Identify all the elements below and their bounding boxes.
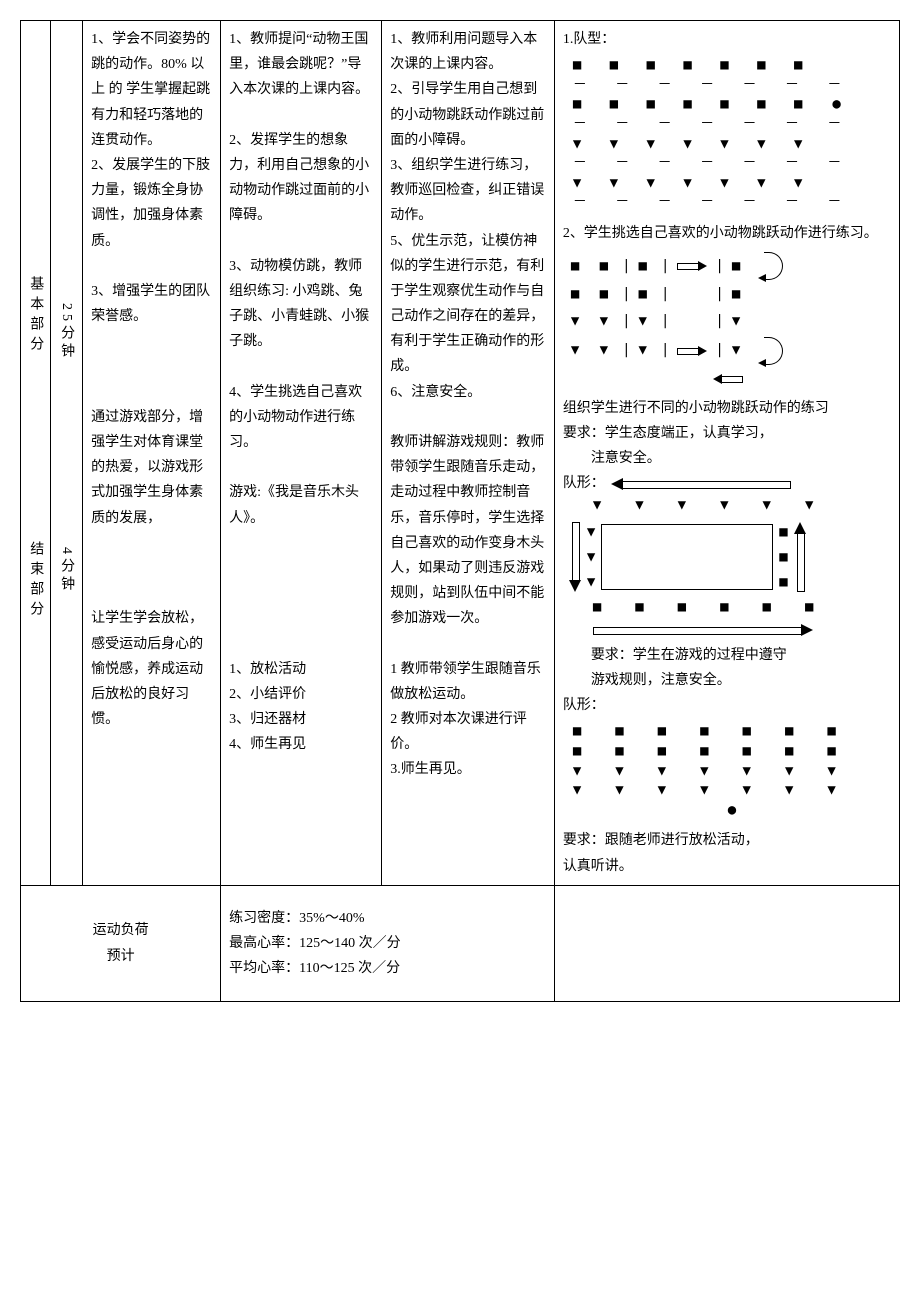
formation1-heading: 1.队型： <box>563 27 891 52</box>
loop-icon <box>764 337 783 365</box>
method-p6: 教师讲解游戏规则：教师带领学生跟随音乐走动，走动过程中教师控制音乐，音乐停时，学… <box>390 430 546 632</box>
section-label-cell: 基本部分 结束部分 <box>21 21 51 886</box>
method-p3: 3、组织学生进行练习，教师巡回检查，纠正错误动作。 <box>390 153 546 229</box>
goal-p4: 通过游戏部分，增强学生对体育课堂的热爱，以游戏形式加强学生身体素质的发展， <box>91 405 212 531</box>
formation2-heading: 2、学生挑选自己喜欢的小动物跳跃动作进行练习。 <box>563 221 891 246</box>
method-p2: 2、引导学生用自己想到的小动物跳跃动作跳过前面的小障碍。 <box>390 77 546 153</box>
end-content-p2: 2、小结评价 <box>229 682 373 707</box>
end-method-p2: 2 教师对本次课进行评价。 <box>390 707 546 757</box>
content-cell: 1、教师提问“动物王国里，谁最会跳呢？”导入本次课的上课内容。 2、发挥学生的想… <box>221 21 382 886</box>
row-load: 运动负荷 预计 练习密度：35%～40% 最高心率：125～140 次／分 平均… <box>21 885 900 1002</box>
basic-label: 基本部分 <box>23 276 48 356</box>
formation3-note-b: 游戏规则，注意安全。 <box>563 668 891 693</box>
end-formation-note2: 认真听讲。 <box>563 854 891 879</box>
formation2-diagram: ■ ■| ■| |■ ■ ■| ■| |■ ▼ ▼| ▼| |▼ <box>563 252 891 392</box>
formation2-note-c: 注意安全。 <box>563 446 891 471</box>
end-goal: 让学生学会放松，感受运动后身心的愉悦感，养成运动后放松的良好习惯。 <box>91 606 212 732</box>
load-line1: 练习密度：35%～40% <box>229 906 546 931</box>
method-p1: 1、教师利用问题导入本次课的上课内容。 <box>390 27 546 77</box>
arrow-left-long-icon <box>611 478 791 490</box>
arrow-right-long-icon <box>593 624 813 636</box>
end-formation-diagram: ■ ■ ■ ■ ■ ■ ■ ■ ■ ■ ■ ■ ■ ■ ▼ ▼ ▼ ▼ ▼ ▼ … <box>573 722 891 820</box>
load-line3: 平均心率：110～125 次／分 <box>229 956 546 981</box>
goal-p2: 2、发展学生的下肢力量，锻炼全身协调性，加强身体素质。 <box>91 153 212 254</box>
content-p1: 1、教师提问“动物王国里，谁最会跳呢？”导入本次课的上课内容。 <box>229 27 373 103</box>
content-p3: 3、动物模仿跳，教师组织练习: 小鸡跳、兔子跳、小青蛙跳、小猴子跳。 <box>229 254 373 355</box>
load-empty-cell <box>554 885 899 1002</box>
method-p5: 6、注意安全。 <box>390 380 546 405</box>
end-content-p4: 4、师生再见 <box>229 732 373 757</box>
end-content-p3: 3、归还器材 <box>229 707 373 732</box>
goal-p1: 1、学会不同姿势的跳的动作。80% 以 上 的 学生掌握起跳有力和轻巧落地的连贯… <box>91 27 212 153</box>
end-formation-note1: 要求：跟随老师进行放松活动， <box>563 828 891 853</box>
load-label1: 运动负荷 <box>29 918 212 943</box>
formation2-note-b: 要求：学生态度端正，认真学习， <box>563 421 891 446</box>
method-cell: 1、教师利用问题导入本次课的上课内容。 2、引导学生用自己想到的小动物跳跃动作跳… <box>382 21 555 886</box>
formation2-note-a: 组织学生进行不同的小动物跳跃动作的练习 <box>563 396 891 421</box>
end-time: 4分钟 <box>54 547 79 594</box>
method-p4: 5、优生示范，让模仿神似的学生进行示范，有利于学生观察优生动作与自己动作之间存在… <box>390 229 546 380</box>
load-label-cell: 运动负荷 预计 <box>21 885 221 1002</box>
content-p5: 游戏:《我是音乐木头人》。 <box>229 480 373 530</box>
game-area-box <box>601 524 773 590</box>
end-label: 结束部分 <box>23 541 48 621</box>
content-p4: 4、学生挑选自己喜欢的小动物动作进行练习。 <box>229 380 373 456</box>
goal-p3: 3、增强学生的团队荣誉感。 <box>91 279 212 329</box>
goal-cell: 1、学会不同姿势的跳的动作。80% 以 上 的 学生掌握起跳有力和轻巧落地的连贯… <box>83 21 221 886</box>
loop-icon <box>764 252 783 280</box>
arrow-right-icon <box>677 261 707 271</box>
time-cell: 25分钟 4分钟 <box>50 21 82 886</box>
content-p2: 2、发挥学生的想象力，利用自己想象的小动物动作跳过面前的小障碍。 <box>229 128 373 229</box>
arrow-up-icon <box>794 522 806 592</box>
formation3-heading: 队形： <box>563 471 605 496</box>
end-method-p1: 1 教师带领学生跟随音乐做放松运动。 <box>390 657 546 707</box>
end-method-p3: 3.师生再见。 <box>390 757 546 782</box>
load-label2: 预计 <box>29 944 212 969</box>
arrow-down-icon <box>569 522 581 592</box>
load-line2: 最高心率：125～140 次／分 <box>229 931 546 956</box>
formation-cell: 1.队型： ■ ■ ■ ■ ■ ■ ■ － － － － － － － ■ ■ ■ … <box>554 21 899 886</box>
end-content-p1: 1、放松活动 <box>229 657 373 682</box>
formation3-diagram: ▼ ▼ ▼ ■ ■ ■ <box>569 520 891 594</box>
load-values-cell: 练习密度：35%～40% 最高心率：125～140 次／分 平均心率：110～1… <box>221 885 555 1002</box>
formation3-note-a: 要求：学生在游戏的过程中遵守 <box>563 643 891 668</box>
end-formation-heading: 队形： <box>563 693 891 718</box>
lesson-plan-table: 基本部分 结束部分 25分钟 4分钟 1、学会不同姿势的跳的动作。80% 以 上… <box>20 20 900 1002</box>
arrow-right-icon <box>677 346 707 356</box>
formation1-diagram: ■ ■ ■ ■ ■ ■ ■ － － － － － － － ■ ■ ■ ■ ■ ■ … <box>573 56 891 213</box>
basic-time: 25分钟 <box>54 303 79 361</box>
arrow-left-icon <box>713 374 743 384</box>
